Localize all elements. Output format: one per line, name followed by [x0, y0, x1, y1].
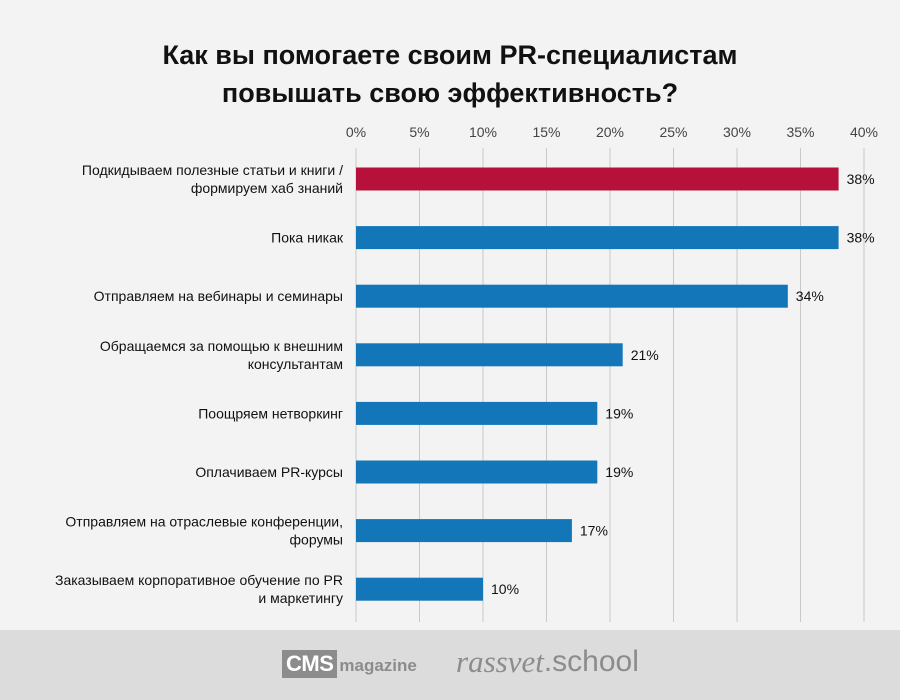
rassvet-logo-school: .school: [543, 645, 639, 678]
bar-7: [356, 577, 483, 601]
cms-logo-word: magazine: [339, 656, 417, 675]
category-label-7-1: и маркетингу: [258, 590, 343, 606]
x-tick-label-5: 25%: [659, 124, 687, 140]
data-label-0: 38%: [847, 171, 875, 187]
footer: CMS magazine rassvet .school: [0, 630, 900, 700]
bar-5: [356, 460, 598, 484]
x-tick-label-4: 20%: [596, 124, 624, 140]
category-label-4-0: Поощряем нетворкинг: [198, 405, 343, 421]
chart-title-line-1: Как вы помогаете своим PR-специалистам: [162, 40, 738, 70]
category-label-1-0: Пока никак: [271, 230, 344, 246]
cms-logo-box: CMS: [282, 650, 338, 678]
data-label-2: 34%: [796, 288, 824, 304]
bar-0: [356, 167, 839, 191]
data-label-6: 17%: [580, 523, 608, 539]
bar-4: [356, 401, 598, 425]
bar-2: [356, 284, 788, 308]
x-tick-label-8: 40%: [850, 124, 878, 140]
x-tick-label-2: 10%: [469, 124, 497, 140]
data-label-4: 19%: [605, 405, 633, 421]
rassvet-school-logo: rassvet .school: [456, 644, 639, 680]
bar-6: [356, 519, 572, 543]
data-label-1: 38%: [847, 230, 875, 246]
category-label-0-1: формируем хаб знаний: [191, 180, 343, 196]
category-label-5-0: Оплачиваем PR-курсы: [195, 464, 343, 480]
rassvet-logo-italic: rassvet: [456, 644, 544, 679]
chart-title-line-2: повышать свою эффективность?: [221, 78, 679, 108]
category-label-6-1: форумы: [290, 532, 343, 548]
cms-magazine-logo: CMS magazine: [282, 648, 417, 678]
data-label-5: 19%: [605, 464, 633, 480]
x-tick-label-1: 5%: [409, 124, 429, 140]
data-label-3: 21%: [631, 347, 659, 363]
category-label-0-0: Подкидываем полезные статьи и книги /: [82, 162, 343, 178]
bar-chart: 0% 5% 10% 15% 20% 25% 30% 35% 40% 38% Подкидываем …: [55, 124, 878, 622]
category-label-6-0: Отправляем на отраслевые конференции,: [65, 514, 343, 530]
x-tick-label-0: 0%: [346, 124, 366, 140]
x-tick-label-3: 15%: [532, 124, 560, 140]
x-tick-label-7: 35%: [786, 124, 814, 140]
category-label-3-1: консультантам: [248, 356, 343, 372]
category-label-7-0: Заказываем корпоративное обучение по PR: [55, 572, 343, 588]
category-label-3-0: Обращаемся за помощью к внешним: [100, 338, 343, 354]
bar-1: [356, 226, 839, 250]
x-tick-label-6: 30%: [723, 124, 751, 140]
chart-title: Как вы помогаете своим PR-специалистам п…: [0, 36, 900, 112]
bar-3: [356, 343, 623, 367]
data-label-7: 10%: [491, 581, 519, 597]
category-label-2-0: Отправляем на вебинары и семинары: [94, 288, 343, 304]
